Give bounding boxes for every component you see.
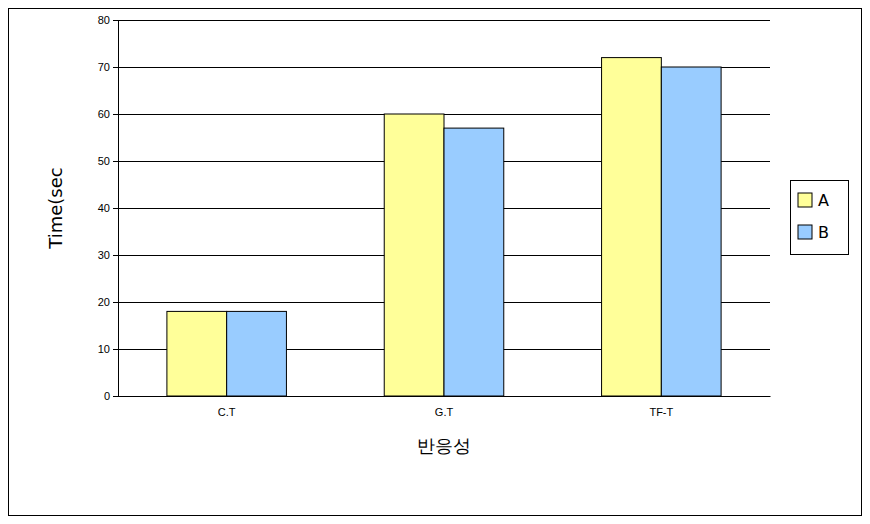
legend-swatch — [798, 225, 812, 239]
bar — [167, 311, 227, 396]
y-tick: 60 — [98, 108, 118, 120]
x-tick: G.T — [435, 396, 454, 418]
grid-line — [118, 20, 770, 21]
y-tick: 20 — [98, 296, 118, 308]
y-tick-mark — [113, 349, 118, 350]
bar — [384, 114, 444, 396]
y-tick-mark — [113, 255, 118, 256]
y-tick: 40 — [98, 202, 118, 214]
legend-swatch — [798, 193, 812, 207]
y-tick-label: 80 — [98, 14, 110, 26]
y-tick: 10 — [98, 343, 118, 355]
bar — [602, 58, 662, 396]
x-axis-line — [119, 396, 771, 397]
y-tick: 70 — [98, 61, 118, 73]
y-tick-label: 20 — [98, 296, 110, 308]
x-tick-label: C.T — [218, 406, 236, 418]
x-tick-label: TF-T — [649, 406, 673, 418]
legend: AB — [791, 181, 849, 255]
y-tick-mark — [113, 302, 118, 303]
y-tick: 30 — [98, 249, 118, 261]
y-tick-mark — [113, 67, 118, 68]
grid-line — [118, 396, 770, 397]
x-axis: C.T G.T TF-T — [119, 396, 771, 418]
chart: 0 10 20 30 40 50 60 70 80 C.T G.T TF-T Time(sec 반응성 AB — [0, 0, 870, 524]
y-tick-mark — [113, 114, 118, 115]
x-axis-title: 반응성 — [417, 435, 471, 456]
y-axis: 0 10 20 30 40 50 60 70 80 — [98, 14, 119, 402]
y-tick-label: 30 — [98, 249, 110, 261]
bar — [661, 67, 721, 396]
y-tick-mark — [113, 20, 118, 21]
bar — [227, 311, 287, 396]
chart-border — [9, 9, 862, 516]
y-tick-label: 70 — [98, 61, 110, 73]
bars — [167, 58, 721, 396]
legend-label: B — [818, 223, 829, 242]
x-tick: C.T — [218, 396, 236, 418]
y-tick-mark — [113, 208, 118, 209]
y-tick-label: 60 — [98, 108, 110, 120]
y-tick-mark — [113, 396, 118, 397]
legend-box — [791, 181, 849, 255]
grid — [118, 21, 770, 397]
x-tick-label: G.T — [435, 406, 454, 418]
y-tick-label: 10 — [98, 343, 110, 355]
y-axis-title: Time(sec — [45, 167, 66, 249]
y-tick-label: 0 — [104, 390, 110, 402]
y-tick-mark — [113, 161, 118, 162]
legend-label: A — [818, 191, 829, 210]
y-tick: 0 — [104, 390, 118, 402]
y-tick: 80 — [98, 14, 118, 26]
y-tick-label: 50 — [98, 155, 110, 167]
y-tick: 50 — [98, 155, 118, 167]
x-tick: TF-T — [649, 396, 673, 418]
bar — [444, 128, 504, 396]
y-axis-line — [113, 21, 119, 397]
y-tick-label: 40 — [98, 202, 110, 214]
